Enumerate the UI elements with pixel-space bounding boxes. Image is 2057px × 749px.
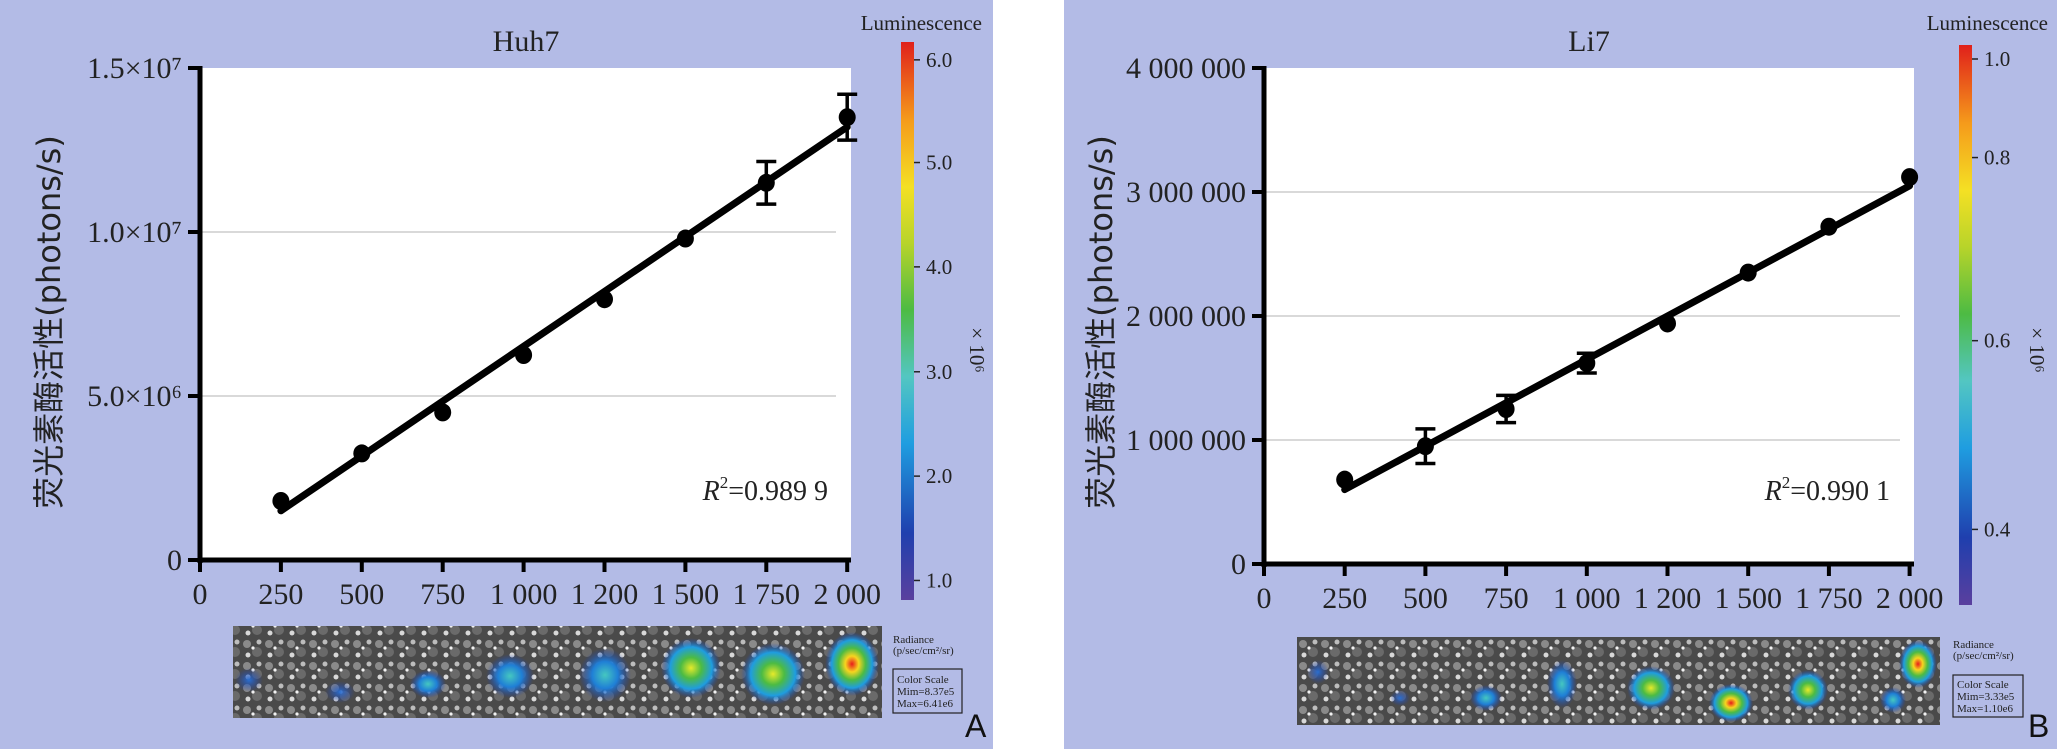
panel-a-plot-area — [200, 68, 851, 560]
panel-b-letter: B — [2028, 708, 2049, 744]
panel-b-colorbar — [1959, 45, 1972, 605]
panel-b-x-ticks: 0 250 500 750 1 000 1 200 1 500 1 750 2 000 — [1257, 564, 1944, 615]
panel-a-radiance-units: (p/sec/cm²/sr) — [893, 645, 954, 657]
colorbar-tick-label: 1.0 — [926, 568, 952, 592]
x-tick-label: 1 200 — [571, 578, 639, 611]
data-point — [1578, 354, 1596, 373]
x-tick-label: 250 — [1322, 582, 1367, 615]
panel-a-letter: A — [965, 708, 987, 744]
y-tick-label: 2 000 000 — [1126, 300, 1246, 333]
data-point — [1820, 217, 1838, 236]
data-point — [1416, 437, 1434, 456]
colorbar-tick-label: 1.0 — [1984, 47, 2010, 71]
panel-a-color-scale-min: Mim=8.37e5 — [897, 686, 955, 698]
panel-b: 0 1 000 000 2 000 000 3 000 000 4 000 000 0 2… — [1064, 0, 2057, 749]
panel-b-colorbar-unit: × 10⁶ — [2025, 327, 2049, 372]
panel-a-gridlines — [202, 231, 836, 397]
colorbar-tick-label: 5.0 — [926, 151, 952, 175]
panel-b-fit-line — [1341, 182, 1914, 494]
data-point — [353, 444, 371, 463]
x-tick-label: 1 750 — [733, 578, 801, 611]
panel-b-color-scale-max: Max=1.10e6 — [1957, 703, 2013, 715]
colorbar-tick-label: 0.6 — [1984, 329, 2010, 353]
data-point — [1497, 400, 1515, 418]
colorbar-tick-label: 0.4 — [1984, 517, 2011, 541]
panel-b-gridlines — [1266, 191, 1900, 441]
panel-a-colorbar-title: Luminescence — [861, 11, 982, 35]
panel-a-color-scale-max: Max=6.41e6 — [897, 698, 953, 710]
colorbar-tick-label: 6.0 — [926, 48, 952, 72]
x-tick-label: 1 200 — [1634, 582, 1702, 615]
panel-a-r-squared: R2=0.989 9 — [702, 473, 828, 507]
panel-b-radiance-label: Radiance — [1953, 639, 1994, 651]
data-point — [1901, 168, 1919, 187]
panel-b-r-squared: R2=0.990 1 — [1764, 473, 1890, 507]
panel-a-radiance-label: Radiance — [893, 634, 934, 646]
y-tick-label: 3 000 000 — [1126, 176, 1246, 209]
colorbar-tick-label: 0.8 — [1984, 146, 2010, 170]
panel-b-radiance-units: (p/sec/cm²/sr) — [1953, 650, 2014, 662]
panel-a-y-ticks: 0 5.0×10⁶ 1.0×10⁷ 1.5×10⁷ — [87, 52, 200, 577]
y-tick-label: 1.5×10⁷ — [87, 52, 182, 85]
y-tick-label: 5.0×10⁶ — [87, 380, 182, 413]
y-tick-label: 0 — [1231, 548, 1246, 581]
x-tick-label: 1 750 — [1795, 582, 1863, 615]
data-point — [1659, 314, 1676, 333]
x-tick-label: 2 000 — [813, 578, 881, 611]
y-tick-label: 1 000 000 — [1126, 424, 1246, 457]
panel-a-luminescence-image — [233, 626, 882, 718]
data-point — [757, 173, 775, 192]
panel-a-colorbar — [901, 42, 914, 600]
panel-b-title: Li7 — [1568, 25, 1610, 58]
y-tick-label: 1.0×10⁷ — [87, 216, 182, 249]
x-tick-label: 1 000 — [1553, 582, 1621, 615]
panel-a-title: Huh7 — [493, 25, 560, 58]
panel-a-x-ticks: 0 250 500 750 1 000 1 200 1 500 1 750 2 000 — [193, 560, 881, 611]
panel-b-color-scale-min: Mim=3.33e5 — [1957, 691, 2015, 703]
panel-b-y-axis-label: 荧光素酶活性(photons/s) — [1082, 135, 1120, 509]
panel-b-colorbar-ticks: 0.4 0.6 0.8 1.0 — [1972, 47, 2011, 541]
panel-a-color-scale-box — [892, 668, 963, 714]
x-tick-label: 1 500 — [1714, 582, 1782, 615]
data-point — [838, 108, 856, 127]
x-tick-label: 1 500 — [652, 578, 720, 611]
data-point — [596, 290, 613, 309]
colorbar-tick-label: 3.0 — [926, 360, 952, 384]
y-tick-label: 4 000 000 — [1126, 52, 1246, 85]
panel-a-fit-line — [277, 123, 851, 515]
x-tick-label: 750 — [420, 578, 465, 611]
x-tick-label: 500 — [1403, 582, 1448, 615]
colorbar-tick-label: 4.0 — [926, 255, 952, 279]
panel-b-colorbar-title: Luminescence — [1927, 11, 2048, 35]
x-tick-label: 1 000 — [490, 578, 558, 611]
x-tick-label: 250 — [258, 578, 303, 611]
y-tick-label: 0 — [167, 544, 182, 577]
data-point — [1336, 470, 1354, 489]
panel-a-data-points — [272, 108, 856, 510]
x-tick-label: 750 — [1484, 582, 1529, 615]
data-point — [272, 491, 290, 510]
panel-b-luminescence-image — [1297, 637, 1940, 725]
data-point — [676, 229, 694, 248]
data-point — [1739, 263, 1757, 282]
panel-b-data-points — [1336, 168, 1919, 489]
panel-a-color-scale-title: Color Scale — [897, 674, 949, 686]
data-point — [515, 346, 533, 364]
panel-a-y-axis-label: 荧光素酶活性(photons/s) — [30, 135, 68, 509]
panel-b-color-scale-title: Color Scale — [1957, 679, 2009, 691]
x-tick-label: 2 000 — [1876, 582, 1944, 615]
panel-b-color-scale-box — [1952, 674, 2024, 718]
panel-a: 0 5.0×10⁶ 1.0×10⁷ 1.5×10⁷ 0 250 500 750 1 000 1 … — [0, 0, 993, 749]
x-tick-label: 0 — [193, 578, 208, 611]
panel-a-colorbar-ticks: 1.0 2.0 3.0 4.0 5.0 6.0 — [914, 48, 952, 592]
x-tick-label: 0 — [1257, 582, 1272, 615]
colorbar-tick-label: 2.0 — [926, 464, 952, 488]
x-tick-label: 500 — [339, 578, 384, 611]
data-point — [434, 403, 452, 422]
panel-a-colorbar-unit: × 10⁶ — [965, 327, 989, 372]
panel-b-y-ticks: 0 1 000 000 2 000 000 3 000 000 4 000 000 — [1126, 52, 1264, 581]
